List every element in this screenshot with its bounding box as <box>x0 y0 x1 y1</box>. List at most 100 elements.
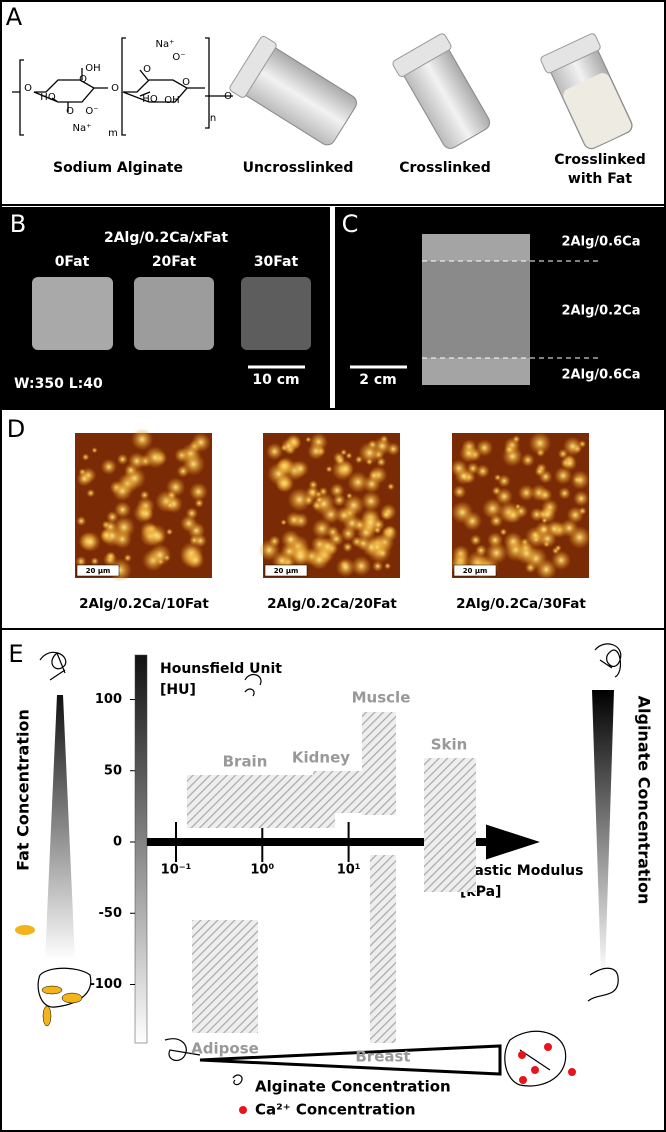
tissue-region <box>192 920 258 1033</box>
afm-feature <box>145 524 168 547</box>
afm-feature <box>325 465 333 473</box>
afm-feature <box>194 498 204 508</box>
afm-feature <box>318 486 328 497</box>
axis-title: [HU] <box>160 682 196 698</box>
chem-label: O <box>24 83 32 94</box>
ca-gradient <box>199 1044 502 1076</box>
ct-layer <box>422 358 530 385</box>
afm-feature <box>562 436 583 457</box>
chem-label: O <box>143 64 151 75</box>
afm-feature <box>280 519 287 526</box>
caption: 2Alg/0.2Ca/30Fat <box>456 596 586 612</box>
afm-image <box>450 431 592 581</box>
afm-image <box>258 432 400 578</box>
y-tick-label: -50 <box>99 906 123 921</box>
chem-label: OH <box>164 95 179 106</box>
afm-feature <box>335 506 353 525</box>
tissue-region <box>362 712 396 815</box>
hu-colorbar <box>134 654 148 1044</box>
chem-label: O⁻ <box>85 106 98 117</box>
afm-feature <box>554 466 573 485</box>
panel-label: D <box>7 415 25 443</box>
scale-box <box>453 564 497 577</box>
caption: Uncrosslinked <box>243 160 354 176</box>
chem-label: Na⁺ <box>73 123 92 134</box>
chem-label: O <box>111 83 119 94</box>
afm-feature <box>148 543 172 567</box>
afm-feature <box>504 506 523 524</box>
layer-label: 2Alg/0.6Ca <box>562 235 641 250</box>
y-tick-label: 0 <box>113 835 122 850</box>
afm-feature <box>475 544 488 557</box>
afm-feature <box>497 474 511 488</box>
afm-feature <box>114 501 132 519</box>
caption: Crosslinked <box>554 152 645 168</box>
afm-feature <box>373 525 382 535</box>
chem-label: HO <box>40 92 56 103</box>
afm-feature <box>86 488 96 498</box>
afm-feature <box>281 438 296 454</box>
afm-feature <box>491 486 502 496</box>
afm-feature <box>76 470 93 487</box>
afm-feature <box>143 446 167 469</box>
afm-feature <box>186 550 205 570</box>
afm-feature <box>376 457 387 467</box>
afm-feature <box>384 525 396 537</box>
tissue-region <box>424 758 476 892</box>
afm-feature <box>482 498 504 520</box>
tissue-label: Breast <box>355 1048 410 1066</box>
vial-fat <box>540 33 633 150</box>
afm-feature <box>193 533 208 548</box>
scale-box <box>76 564 120 577</box>
afm-feature <box>303 494 315 506</box>
fat-droplets <box>41 985 83 1027</box>
y-tick-label: 100 <box>95 692 122 707</box>
tissue-region <box>370 855 396 1043</box>
panel-label: A <box>6 3 23 31</box>
afm-feature <box>459 443 479 463</box>
tissue-label: Kidney <box>292 749 350 767</box>
vial-uncrosslinked <box>229 36 357 146</box>
afm-feature <box>308 480 319 490</box>
fat-gradient <box>45 695 75 960</box>
afm-feature <box>112 480 133 502</box>
scale-label: 10 cm <box>252 372 299 388</box>
scale-label: 20 μm <box>463 567 488 575</box>
afm-feature <box>335 455 346 466</box>
afm-feature <box>512 435 521 444</box>
afm-feature <box>280 542 299 561</box>
afm-feature <box>91 447 98 454</box>
ca-ions <box>518 1043 576 1084</box>
afm-feature <box>165 477 186 497</box>
fat-droplet <box>15 925 35 935</box>
afm-feature <box>340 525 357 542</box>
x-tick-label: 10⁰ <box>250 863 274 878</box>
ca-dot <box>239 1106 247 1114</box>
afm-feature <box>315 495 324 504</box>
alginate-structure <box>12 37 233 136</box>
afm-feature <box>351 555 372 577</box>
afm-feature <box>275 474 293 493</box>
afm-feature <box>76 515 87 527</box>
afm-feature <box>105 551 116 562</box>
ct-sample <box>134 277 214 350</box>
caption: with Fat <box>568 171 632 187</box>
tissue-region <box>187 775 335 828</box>
afm-feature <box>345 452 353 460</box>
chem-label: n <box>210 113 216 124</box>
chem-label: O <box>224 91 232 102</box>
afm-feature <box>138 506 154 522</box>
side-label: Fat Concentration <box>14 709 33 871</box>
chem-label: Na⁺ <box>156 39 175 50</box>
afm-feature <box>354 455 364 464</box>
afm-feature <box>469 534 482 546</box>
afm-feature <box>528 431 552 455</box>
afm-feature <box>130 428 154 451</box>
caption: 2Alg/0.2Ca/10Fat <box>79 596 209 612</box>
axis-title: Elastic Modulus <box>460 863 583 879</box>
afm-feature <box>127 452 146 471</box>
afm-feature <box>487 532 504 549</box>
chem-label: O⁻ <box>172 52 185 63</box>
